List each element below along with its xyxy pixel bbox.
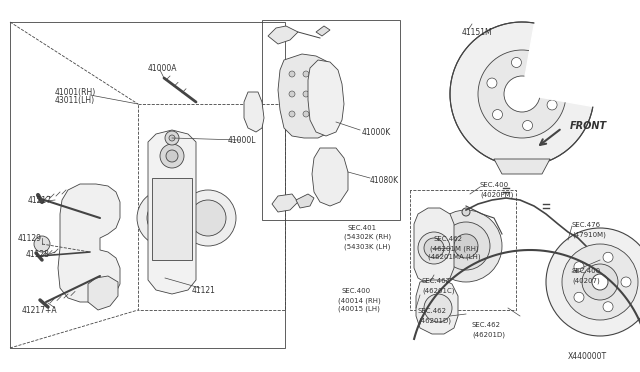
Text: SEC.400: SEC.400 (342, 288, 371, 294)
Circle shape (289, 91, 295, 97)
Text: X440000T: X440000T (568, 352, 607, 361)
Circle shape (147, 200, 183, 236)
Circle shape (454, 234, 478, 258)
Circle shape (450, 22, 594, 166)
Polygon shape (494, 159, 550, 174)
Polygon shape (308, 60, 344, 136)
Text: (47910M): (47910M) (572, 231, 606, 237)
Circle shape (303, 71, 309, 77)
Text: 41001(RH): 41001(RH) (55, 88, 96, 97)
Text: SEC.462: SEC.462 (434, 236, 463, 242)
Circle shape (603, 252, 613, 262)
Circle shape (541, 68, 552, 78)
Circle shape (169, 135, 175, 141)
Text: FRONT: FRONT (570, 121, 607, 131)
Circle shape (592, 274, 608, 290)
Text: SEC.462: SEC.462 (472, 322, 501, 328)
Circle shape (137, 190, 193, 246)
Text: (40207): (40207) (572, 277, 600, 283)
Polygon shape (268, 26, 298, 44)
Circle shape (442, 222, 490, 270)
Text: 41217: 41217 (28, 196, 52, 205)
Circle shape (317, 71, 323, 77)
Circle shape (462, 208, 470, 216)
Circle shape (289, 71, 295, 77)
Circle shape (603, 302, 613, 312)
Circle shape (303, 111, 309, 117)
Text: SEC.462: SEC.462 (422, 278, 451, 284)
Text: (40015 (LH): (40015 (LH) (338, 306, 380, 312)
Circle shape (478, 50, 566, 138)
Circle shape (317, 111, 323, 117)
Text: (40014 (RH): (40014 (RH) (338, 297, 381, 304)
Polygon shape (278, 54, 338, 138)
Text: 41217+A: 41217+A (22, 306, 58, 315)
Circle shape (424, 238, 444, 258)
Text: (46201C): (46201C) (422, 287, 454, 294)
Text: 41121: 41121 (192, 286, 216, 295)
Text: 41000K: 41000K (362, 128, 391, 137)
Polygon shape (272, 194, 298, 212)
Circle shape (487, 78, 497, 88)
Text: 41128: 41128 (26, 250, 50, 259)
Circle shape (303, 91, 309, 97)
Polygon shape (416, 280, 458, 334)
Polygon shape (58, 184, 120, 302)
Polygon shape (312, 148, 348, 206)
Circle shape (34, 236, 50, 252)
Text: SEC.400: SEC.400 (572, 268, 601, 274)
Polygon shape (88, 276, 118, 310)
Circle shape (493, 110, 502, 119)
Circle shape (317, 91, 323, 97)
Text: SEC.476: SEC.476 (572, 222, 601, 228)
Circle shape (180, 190, 236, 246)
Text: (46201M (RH): (46201M (RH) (430, 245, 479, 251)
Circle shape (430, 210, 502, 282)
Text: (46201MA (LH): (46201MA (LH) (428, 254, 481, 260)
Circle shape (582, 264, 618, 300)
Polygon shape (148, 130, 196, 294)
Text: (54302K (RH): (54302K (RH) (344, 234, 391, 241)
Circle shape (165, 131, 179, 145)
Circle shape (166, 150, 178, 162)
Text: (4020PM): (4020PM) (480, 191, 513, 198)
Polygon shape (414, 208, 454, 284)
Circle shape (190, 200, 226, 236)
Text: 41080K: 41080K (370, 176, 399, 185)
Circle shape (574, 262, 584, 272)
Wedge shape (522, 21, 596, 107)
Text: SEC.400: SEC.400 (480, 182, 509, 188)
Text: 41000A: 41000A (148, 64, 177, 73)
Polygon shape (244, 92, 264, 132)
Text: SEC.462: SEC.462 (418, 308, 447, 314)
Text: SEC.401: SEC.401 (348, 225, 377, 231)
Text: 41000L: 41000L (228, 136, 257, 145)
Text: (54303K (LH): (54303K (LH) (344, 243, 390, 250)
Circle shape (289, 111, 295, 117)
Polygon shape (316, 26, 330, 36)
Circle shape (562, 244, 638, 320)
Text: (46201D): (46201D) (418, 317, 451, 324)
Circle shape (547, 100, 557, 110)
Text: 41151M: 41151M (462, 28, 493, 37)
Text: 43011(LH): 43011(LH) (55, 96, 95, 105)
Text: 41129: 41129 (18, 234, 42, 243)
Circle shape (522, 121, 532, 131)
Circle shape (418, 232, 450, 264)
Circle shape (504, 76, 540, 112)
Polygon shape (296, 194, 314, 208)
Circle shape (424, 294, 452, 322)
Circle shape (511, 58, 522, 67)
Text: (46201D): (46201D) (472, 331, 505, 337)
Circle shape (621, 277, 631, 287)
Circle shape (546, 228, 640, 336)
Polygon shape (152, 178, 192, 260)
Circle shape (160, 144, 184, 168)
Circle shape (574, 292, 584, 302)
